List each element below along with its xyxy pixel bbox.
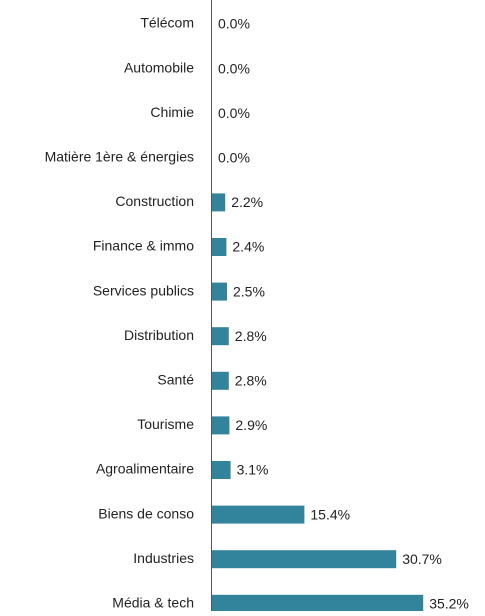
bar bbox=[212, 327, 229, 346]
category-label: Chimie bbox=[150, 104, 194, 120]
category-label: Agroalimentaire bbox=[96, 461, 194, 477]
value-label: 0.0% bbox=[218, 150, 250, 166]
value-label: 2.8% bbox=[235, 373, 267, 389]
value-label: 0.0% bbox=[218, 16, 250, 32]
category-label: Biens de conso bbox=[98, 505, 194, 521]
category-label: Matière 1ère & énergies bbox=[45, 149, 194, 165]
category-label: Construction bbox=[115, 193, 194, 209]
value-label: 0.0% bbox=[218, 105, 250, 121]
bar bbox=[212, 416, 230, 435]
value-label: 0.0% bbox=[218, 60, 250, 76]
bar bbox=[212, 238, 227, 256]
bar bbox=[212, 282, 227, 301]
value-label: 3.1% bbox=[237, 462, 269, 478]
category-label: Santé bbox=[157, 372, 194, 388]
value-label: 2.9% bbox=[235, 417, 267, 433]
category-label: Industries bbox=[133, 550, 194, 566]
category-label: Tourisme bbox=[137, 416, 194, 432]
value-label: 2.5% bbox=[233, 283, 265, 299]
value-label: 15.4% bbox=[310, 506, 350, 522]
category-label: Distribution bbox=[124, 327, 194, 343]
bar bbox=[212, 505, 305, 524]
bar bbox=[212, 371, 229, 390]
bar bbox=[212, 550, 397, 569]
bar bbox=[212, 594, 424, 613]
value-label: 30.7% bbox=[402, 551, 442, 567]
value-label: 2.2% bbox=[231, 194, 263, 210]
value-label: 2.4% bbox=[232, 239, 264, 255]
value-label: 2.8% bbox=[235, 328, 267, 344]
category-label: Automobile bbox=[124, 59, 194, 75]
category-label: Services publics bbox=[93, 282, 194, 298]
bar bbox=[212, 461, 231, 479]
value-label: 35.2% bbox=[429, 596, 469, 611]
bar bbox=[212, 193, 226, 212]
category-label: Finance & immo bbox=[93, 238, 194, 254]
category-label: Télécom bbox=[140, 15, 194, 31]
category-label: Média & tech bbox=[112, 595, 194, 611]
